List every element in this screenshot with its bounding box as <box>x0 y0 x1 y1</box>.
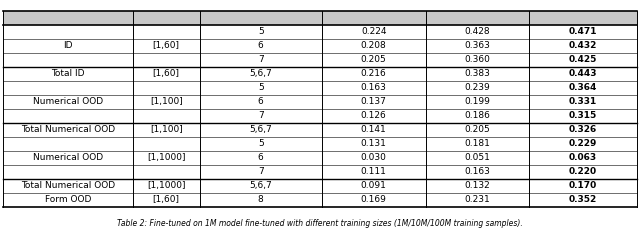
Text: 0.216: 0.216 <box>361 69 387 78</box>
Text: Total ID: Total ID <box>51 69 84 78</box>
Text: [1,1000]: [1,1000] <box>147 153 186 162</box>
Text: Fine-tuned on 1M: Fine-tuned on 1M <box>329 13 419 22</box>
Text: 0.131: 0.131 <box>361 139 387 148</box>
Text: 0.352: 0.352 <box>569 195 597 204</box>
Text: 6: 6 <box>258 153 264 162</box>
Text: 0.126: 0.126 <box>361 111 387 120</box>
Text: 0.111: 0.111 <box>361 167 387 176</box>
Text: [1,60]: [1,60] <box>153 41 180 50</box>
Text: Numerical OOD: Numerical OOD <box>33 97 103 106</box>
Text: 5,6,7: 5,6,7 <box>250 69 272 78</box>
Text: [1,1000]: [1,1000] <box>147 181 186 190</box>
Text: 0.199: 0.199 <box>465 97 490 106</box>
Text: 0.181: 0.181 <box>465 139 490 148</box>
Text: 0.163: 0.163 <box>361 83 387 92</box>
Text: 0.141: 0.141 <box>361 125 387 134</box>
Text: 0.208: 0.208 <box>361 41 387 50</box>
Text: 0.428: 0.428 <box>465 27 490 36</box>
Text: 5: 5 <box>258 27 264 36</box>
Text: Total Numerical OOD: Total Numerical OOD <box>21 125 115 134</box>
Text: 0.229: 0.229 <box>569 139 597 148</box>
Text: 0.471: 0.471 <box>569 27 597 36</box>
Text: 0.051: 0.051 <box>465 153 490 162</box>
Text: 0.363: 0.363 <box>465 41 490 50</box>
Text: 0.432: 0.432 <box>569 41 597 50</box>
Text: 0.315: 0.315 <box>569 111 597 120</box>
Text: 0.186: 0.186 <box>465 111 490 120</box>
Text: 0.137: 0.137 <box>361 97 387 106</box>
Text: 0.163: 0.163 <box>465 167 490 176</box>
Text: 0.383: 0.383 <box>465 69 490 78</box>
Text: Fine-tuned on 10M: Fine-tuned on 10M <box>429 13 525 22</box>
Text: 0.132: 0.132 <box>465 181 490 190</box>
Text: 7: 7 <box>258 167 264 176</box>
Text: 0.239: 0.239 <box>465 83 490 92</box>
Text: 0.205: 0.205 <box>361 55 387 64</box>
Text: Table 2: Fine-tuned on 1M model fine-tuned with different training sizes (1M/10M: Table 2: Fine-tuned on 1M model fine-tun… <box>117 219 523 228</box>
Text: 0.224: 0.224 <box>361 27 387 36</box>
Text: 0.220: 0.220 <box>569 167 597 176</box>
Text: Total Numerical OOD: Total Numerical OOD <box>21 181 115 190</box>
Text: 0.326: 0.326 <box>569 125 597 134</box>
Text: [1,60]: [1,60] <box>153 195 180 204</box>
Text: Dataset: Dataset <box>48 13 88 22</box>
Text: 5: 5 <box>258 83 264 92</box>
Text: 0.091: 0.091 <box>361 181 387 190</box>
Text: 0.360: 0.360 <box>465 55 490 64</box>
Text: [1,60]: [1,60] <box>153 69 180 78</box>
Text: 8: 8 <box>258 195 264 204</box>
Text: 0.364: 0.364 <box>569 83 597 92</box>
Text: [1,100]: [1,100] <box>150 97 182 106</box>
Text: 0.425: 0.425 <box>569 55 597 64</box>
Text: 0.331: 0.331 <box>569 97 597 106</box>
Text: Numerical OOD: Numerical OOD <box>33 153 103 162</box>
Text: Range: Range <box>150 13 182 22</box>
Text: [1,100]: [1,100] <box>150 125 182 134</box>
Text: Form OOD: Form OOD <box>45 195 92 204</box>
Text: 5,6,7: 5,6,7 <box>250 181 272 190</box>
Text: 7: 7 <box>258 111 264 120</box>
Text: 5: 5 <box>258 139 264 148</box>
Text: 0.030: 0.030 <box>361 153 387 162</box>
Text: 5,6,7: 5,6,7 <box>250 125 272 134</box>
Text: 0.063: 0.063 <box>569 153 597 162</box>
Text: 0.443: 0.443 <box>569 69 597 78</box>
Text: Number of Integers: Number of Integers <box>211 13 310 22</box>
Text: 7: 7 <box>258 55 264 64</box>
Text: 0.205: 0.205 <box>465 125 490 134</box>
Text: 6: 6 <box>258 97 264 106</box>
Text: 0.169: 0.169 <box>361 195 387 204</box>
Text: 6: 6 <box>258 41 264 50</box>
Text: Fine-tuned on 100M: Fine-tuned on 100M <box>532 13 634 22</box>
Text: ID: ID <box>63 41 73 50</box>
Text: 0.170: 0.170 <box>569 181 597 190</box>
Text: 0.231: 0.231 <box>465 195 490 204</box>
